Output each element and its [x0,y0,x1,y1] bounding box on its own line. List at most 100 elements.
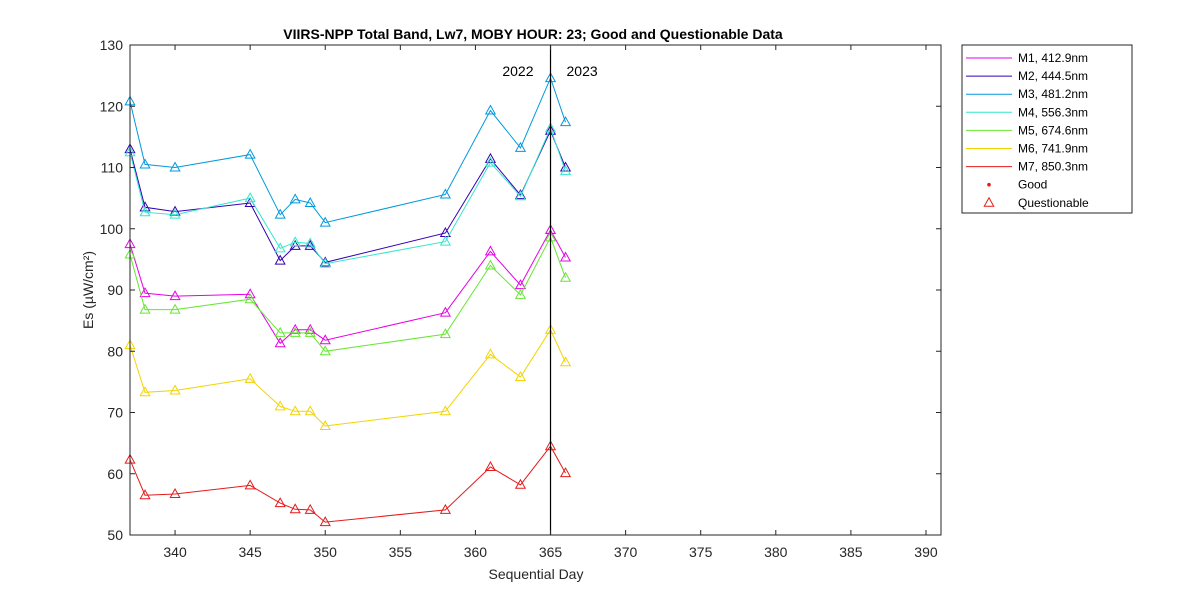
legend-entry: Good [1018,178,1047,192]
data-point [319,345,331,356]
data-point [439,188,451,199]
x-axis: 340 345 350 355 360 365 370 375 380 385 390 [163,45,938,560]
data-point [559,251,572,262]
data-point [169,161,181,172]
data-point [244,293,256,304]
x-tick-label: 345 [238,544,262,560]
y-axis: 50 60 70 80 90 100 110 120 130 [100,37,941,543]
data-point [139,287,151,298]
data-point [244,479,256,490]
data-point [484,156,497,167]
data-point [289,193,301,204]
legend-entry: M1, 412.9nm [1018,51,1088,65]
data-point [139,303,151,314]
legend-entry: Questionable [1018,196,1089,210]
y-axis-label: Es (µW/cm²) [80,251,96,329]
data-point [319,419,331,430]
legend-marker-triangle [983,196,995,207]
data-point [139,489,151,500]
data-point [439,328,451,339]
data-point [439,405,451,416]
x-tick-label: 360 [464,544,488,560]
x-tick-label: 355 [389,544,413,560]
series-3 [124,72,572,227]
series-line [129,445,566,523]
x-tick-label: 340 [163,544,187,560]
data-point [139,206,151,217]
legend-entry: M4, 556.3nm [1018,105,1088,119]
data-point [274,337,286,348]
plot-area [130,45,941,535]
x-tick-label: 365 [539,544,563,560]
legend-entry: M7, 850.3nm [1018,160,1088,174]
legend: M1, 412.9nm M2, 444.5nm M3, 481.2nm M4, 556… [961,44,1133,214]
series-7 [124,440,572,527]
data-point [484,460,497,472]
y-tick-label: 70 [107,405,123,421]
data-point [304,405,316,416]
data-point [139,386,151,397]
x-tick-label: 375 [689,544,713,560]
legend-marker-dot [987,182,991,187]
data-point [559,271,572,282]
series-line [129,126,566,265]
divider-layer: 2022 2023 [502,45,598,535]
legend-entry: M6, 741.9nm [1018,142,1088,156]
chart-title: VIIRS-NPP Total Band, Lw7, MOBY HOUR: 23… [283,26,783,42]
x-tick-label: 370 [614,544,638,560]
data-point [139,158,151,169]
data-point [289,405,301,416]
data-point [559,467,572,478]
data-point [439,235,451,246]
data-point [274,400,286,411]
data-point [484,104,497,115]
data-point [319,334,331,345]
data-point [289,236,301,247]
data-point [484,245,497,256]
data-point [319,257,331,268]
data-point [304,237,316,248]
y-tick-label: 50 [107,527,123,543]
data-point [514,190,527,201]
x-tick-label: 350 [314,544,338,560]
y-tick-label: 100 [100,221,124,237]
series-line [129,76,566,224]
data-point [244,148,256,159]
data-point [319,216,331,227]
data-point [169,303,181,314]
data-point [439,306,451,317]
data-point [304,503,316,514]
data-point [289,326,301,337]
series-5 [124,231,572,356]
data-point [244,192,256,203]
y-tick-label: 120 [100,98,124,114]
series-4 [124,122,572,268]
series-line [129,328,566,427]
legend-entry: M5, 674.6nm [1018,123,1088,137]
data-point [514,370,527,381]
series-line [129,236,566,352]
data-point [274,208,286,219]
data-point [244,372,256,383]
data-point [484,259,497,270]
x-tick-label: 390 [914,544,938,560]
data-point [274,242,286,253]
legend-entry: M3, 481.2nm [1018,87,1088,101]
data-point [304,239,316,250]
data-point [244,288,256,299]
data-point [289,239,301,250]
data-point [514,141,527,152]
y-tick-label: 110 [101,160,124,176]
y-tick-label: 130 [100,37,124,53]
data-point [169,384,181,395]
year-label-left: 2022 [502,63,533,79]
data-point [439,503,451,514]
data-point [319,256,331,267]
data-point [274,254,286,265]
data-point [169,487,181,498]
data-point [484,348,497,359]
series-line [129,228,566,345]
year-label-right: 2023 [567,63,598,79]
data-point [559,116,572,127]
